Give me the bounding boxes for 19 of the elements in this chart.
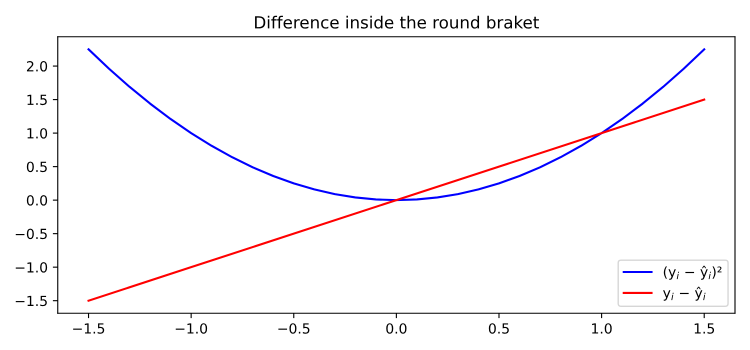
x-tick-label: 0.5	[488, 323, 509, 334]
legend-label: y$_{i}$ − ŷ$_{i}$	[663, 286, 706, 301]
x-tick-label: −1.0	[176, 323, 208, 334]
x-tick-label: 1.5	[694, 323, 714, 334]
x-tick-label: 1.0	[592, 323, 612, 334]
y-tick-label: −0.5	[16, 228, 47, 240]
chart-title: Difference inside the round braket	[255, 16, 539, 29]
x-tick-label: −1.5	[73, 323, 104, 334]
y-tick-label: 0.5	[26, 162, 47, 172]
y-tick-label: 2.0	[26, 61, 48, 72]
line-series	[87, 48, 706, 202]
x-tick-label: −0.5	[278, 323, 310, 334]
y-tick-label: 0.0	[26, 195, 48, 206]
y-tick-label: −1.5	[16, 296, 47, 306]
y-tick-label: −1.0	[16, 262, 48, 273]
y-tick-label: 1.0	[27, 128, 48, 139]
x-tick-label: 0.0	[386, 323, 406, 334]
legend-label: (y$_{i}$ − ŷ$_{i}$)²	[664, 266, 722, 280]
y-tick-label: 1.5	[27, 94, 47, 106]
